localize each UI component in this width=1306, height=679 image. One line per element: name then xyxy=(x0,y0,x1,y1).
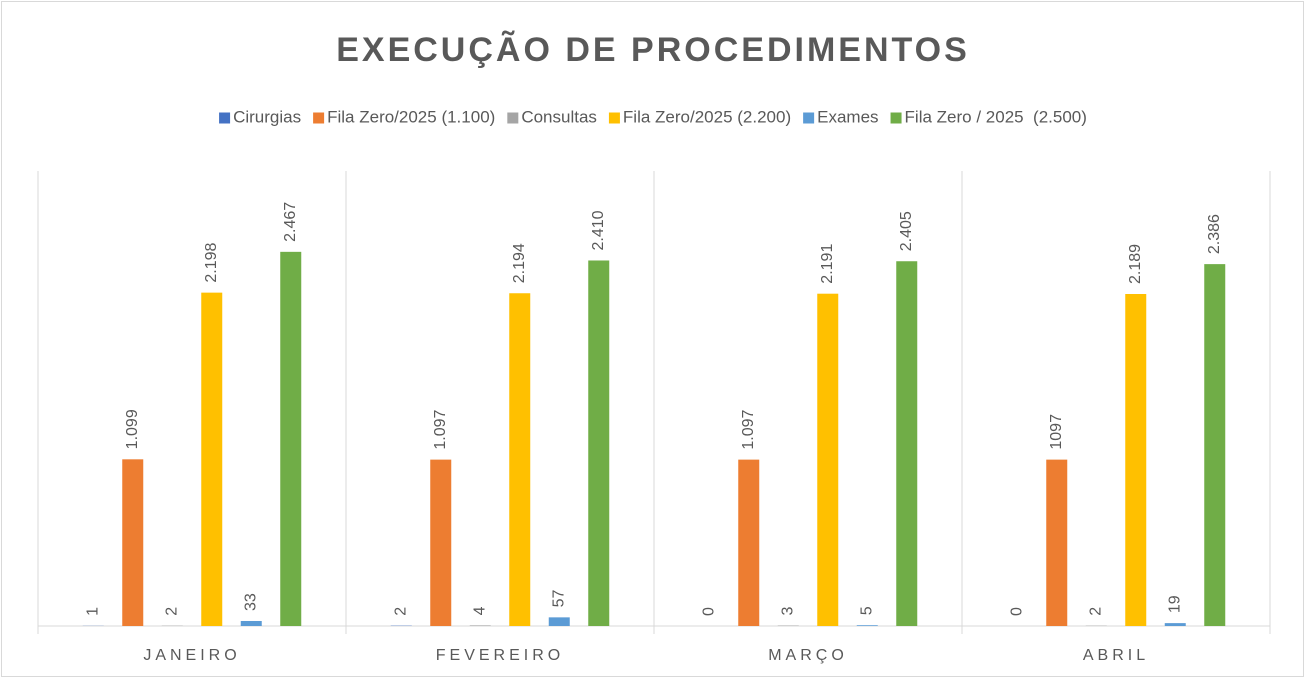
bar xyxy=(738,459,760,626)
legend-label: Consultas xyxy=(521,107,597,126)
data-label: 2 xyxy=(392,607,409,616)
data-label: 1 xyxy=(84,607,101,616)
data-label: 2 xyxy=(163,607,180,616)
legend-swatch xyxy=(890,112,902,124)
data-label: 1097 xyxy=(1048,414,1065,450)
legend-label: Fila Zero/2025 (2.200) xyxy=(623,107,791,126)
data-label: 2.410 xyxy=(590,210,607,250)
bar xyxy=(509,293,531,626)
data-label: 2.405 xyxy=(898,211,915,251)
bar xyxy=(817,293,839,626)
data-label: 57 xyxy=(550,589,567,607)
bar xyxy=(430,459,452,626)
legend-label: Cirurgias xyxy=(233,107,301,126)
legend-label: Exames xyxy=(817,107,878,126)
legend-swatch xyxy=(219,112,231,124)
legend-label: Fila Zero/2025 (1.100) xyxy=(327,107,495,126)
data-label: 0 xyxy=(1008,607,1025,616)
data-label: 4 xyxy=(471,606,488,615)
data-label: 2.386 xyxy=(1206,214,1223,254)
data-label: 1.097 xyxy=(740,409,757,449)
data-label: 3 xyxy=(779,607,796,616)
x-tick-label: JANEIRO xyxy=(143,647,240,664)
legend-swatch xyxy=(608,112,620,124)
bar xyxy=(548,617,570,626)
data-label: 1.099 xyxy=(124,409,141,449)
data-label: 1.097 xyxy=(432,409,449,449)
data-label: 2.467 xyxy=(282,202,299,242)
x-tick-label: FEVEREIRO xyxy=(436,647,564,664)
bar xyxy=(856,625,878,626)
legend-swatch xyxy=(803,112,815,124)
bar xyxy=(588,260,610,626)
data-label: 33 xyxy=(242,593,259,611)
legend-label: Fila Zero / 2025 (2.500) xyxy=(905,107,1087,126)
bar xyxy=(240,620,262,626)
data-label: 5 xyxy=(858,606,875,615)
data-label: 2 xyxy=(1087,607,1104,616)
bar xyxy=(201,292,223,626)
data-label: 0 xyxy=(700,607,717,616)
legend-swatch xyxy=(313,112,325,124)
bar xyxy=(280,251,302,627)
data-label: 2.191 xyxy=(819,244,836,284)
chart-title: EXECUÇÃO DE PROCEDIMENTOS xyxy=(336,31,970,69)
bar xyxy=(1164,623,1186,626)
bar xyxy=(1125,294,1147,626)
bar xyxy=(469,625,491,626)
data-label: 2.189 xyxy=(1127,244,1144,284)
data-label: 2.194 xyxy=(511,243,528,283)
bar xyxy=(1204,264,1226,626)
bar xyxy=(1046,459,1068,626)
data-label: 2.198 xyxy=(203,242,220,282)
data-label: 19 xyxy=(1166,595,1183,613)
x-tick-label: ABRIL xyxy=(1083,647,1149,664)
bar xyxy=(122,459,144,626)
bar xyxy=(896,261,918,626)
x-tick-label: MARÇO xyxy=(768,647,848,664)
legend-swatch xyxy=(507,112,519,124)
